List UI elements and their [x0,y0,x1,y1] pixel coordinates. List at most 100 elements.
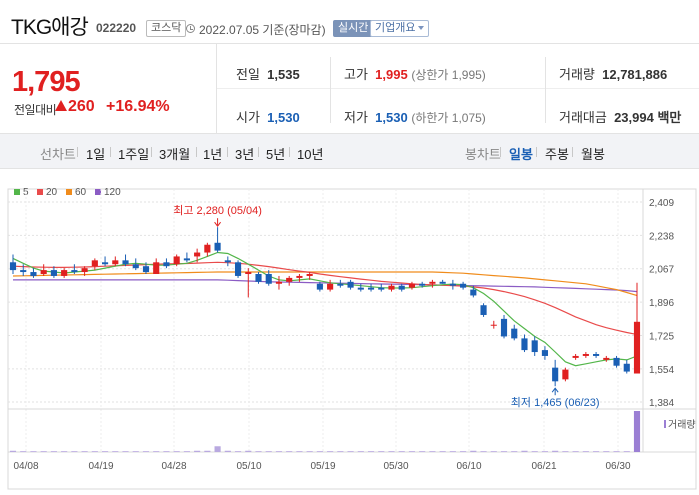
candle-body [153,262,160,274]
quote-divider [217,88,699,89]
volume-bar [337,451,344,452]
volume-bar [71,451,78,452]
volume-bar [500,451,508,452]
x-tick-label: 05/30 [383,461,408,472]
volume-bar [142,451,150,452]
period-selector-bar: 선차트 1일 1주일 3개월 1년 3년 5년 10년 봉차트 일봉 주봉 월봉 [0,133,699,169]
candle-body [30,272,37,276]
low-value: 1,530 [375,110,408,125]
candlestick-chart-svg[interactable]: 5 20 60 120 2,409 2,238 2,067 1,896 1,725 1,554 1,… [0,169,699,490]
volume-label: 거래량 [559,67,595,82]
open-label: 시가 [236,110,260,125]
y-tick-label: 2,238 [649,231,674,242]
volume-bar [296,451,303,452]
period-10y[interactable]: 10년 [297,147,324,162]
candle-body [112,260,119,265]
candle-body [500,318,508,337]
min-arrow-head [551,387,559,393]
separator [536,147,537,157]
x-tick-label: 06/30 [605,461,630,472]
volume-bar [347,451,354,452]
candle-body [439,281,446,284]
volume-bar [91,451,98,452]
chart-frame [7,188,697,490]
candle-body [163,262,170,267]
ma5-line [12,251,638,367]
y-tick-label: 2,067 [649,265,674,276]
open-cell: 시가 1,530 [236,107,300,126]
period-3m[interactable]: 3개월 [159,147,191,162]
y-tick-label: 2,409 [649,198,674,209]
volume-bar [378,451,385,452]
candle-body [470,289,477,296]
volume-bar [408,451,416,452]
candle-body [173,256,180,265]
candle-body [286,277,293,282]
candle-chart-label: 봉차트 [465,147,501,162]
volume-bar [173,451,180,452]
candle-body [357,287,364,290]
market-badge: 코스닥 [146,20,187,37]
chevron-down-icon [418,26,425,31]
quote-date: 2022.07.05 기준(장마감) [199,23,326,37]
realtime-button[interactable]: 실시간 [333,20,374,37]
company-info-dropdown[interactable]: 기업개요 [370,20,430,37]
legend-label-ma60: 60 [75,187,87,198]
separator [572,147,573,157]
prev-close-value: 1,535 [267,67,300,82]
change-percent: +16.94% [106,98,170,115]
up-triangle-icon [55,100,67,111]
candle-daily[interactable]: 일봉 [509,147,533,162]
candle-body [81,268,88,273]
separator [110,147,111,157]
volume-bar [552,450,559,452]
volume-bar [449,451,456,452]
volume-bar [521,450,528,452]
volume-bar [255,451,262,452]
change-value: 260 [55,98,95,116]
legend-label-ma20: 20 [46,187,58,198]
volume-bar [132,451,139,452]
legend-swatch-ma5 [14,189,20,195]
clock-icon [186,24,195,33]
candle-body [480,305,487,315]
volume-bar [20,451,27,452]
change-amount: 260 [68,98,95,115]
y-tick-label: 1,384 [649,398,674,409]
volume-bar [541,451,549,452]
candle-body [327,283,334,290]
separator [500,147,501,157]
candle-body [204,244,211,253]
candle-body [224,260,231,263]
volume-bar [582,451,589,452]
line-chart-label: 선차트 [40,147,76,162]
candle-body [429,281,436,284]
high-value: 1,995 [375,67,408,82]
period-1w[interactable]: 1주일 [118,147,150,162]
volume-bar [183,451,190,452]
period-1y[interactable]: 1년 [203,147,223,162]
candle-monthly[interactable]: 월봉 [581,147,605,162]
period-5y[interactable]: 5년 [266,147,286,162]
period-1d[interactable]: 1일 [86,147,106,162]
company-info-label: 기업개요 [375,22,416,34]
candle-body [132,264,139,269]
period-3y[interactable]: 3년 [235,147,255,162]
low-label: 저가 [344,110,368,125]
stock-code: 022220 [96,21,137,35]
volume-bar [460,451,467,452]
stock-chart[interactable]: 5 20 60 120 2,409 2,238 2,067 1,896 1,725 1,554 1,… [0,169,699,490]
change-label: 전일대비 [14,103,57,117]
max-price-annotation: 최고 2,280 (05/04) [173,204,262,217]
candle-body [419,283,426,286]
candle-body [9,262,17,271]
x-tick-label: 04/08 [13,461,38,472]
candle-body [50,270,57,276]
candle-body [367,287,375,290]
x-tick-label: 05/19 [310,461,335,472]
candle-body [255,274,262,282]
separator [196,147,197,157]
candle-weekly[interactable]: 주봉 [545,147,569,162]
volume-cell: 거래량 12,781,886 [559,64,667,83]
candle-body [214,242,221,251]
